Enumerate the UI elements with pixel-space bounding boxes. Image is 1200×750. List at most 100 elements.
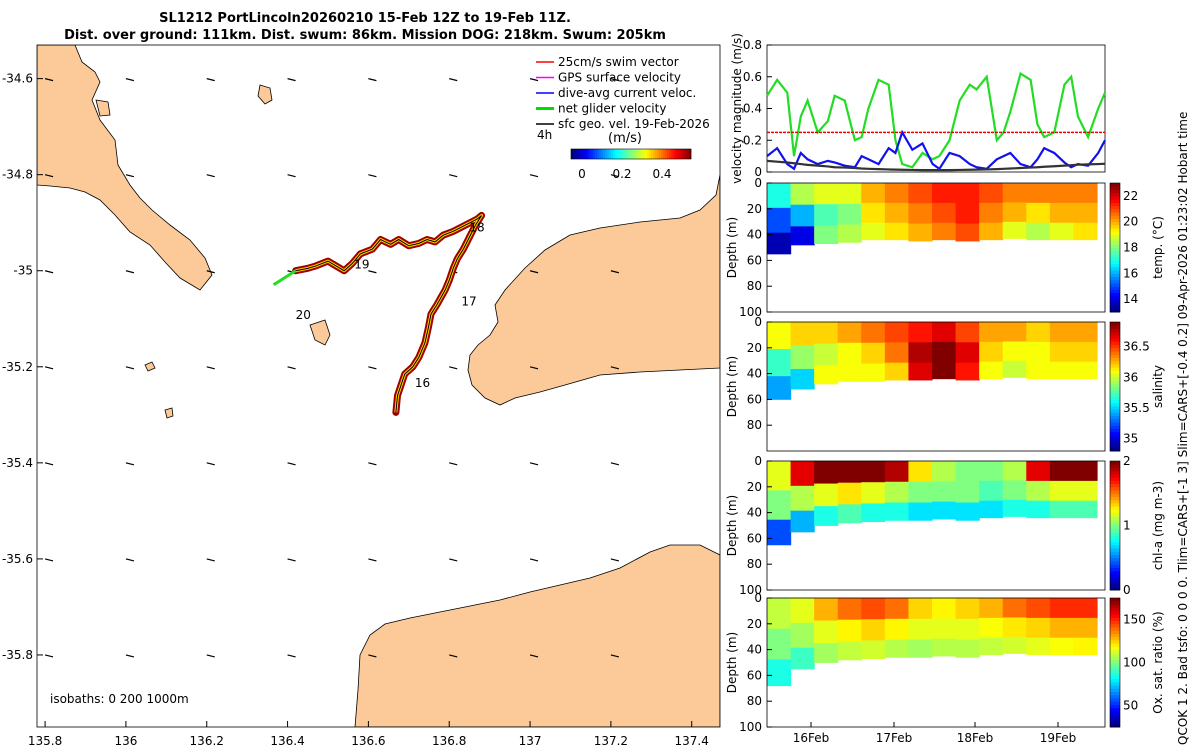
colorbar-cell [1110, 412, 1120, 417]
heatmap-ytick-label: 0 [754, 591, 762, 605]
heatmap-cell [908, 322, 933, 343]
heatmap-cell [932, 341, 957, 363]
colorbar-cell [1110, 598, 1120, 602]
colorbar-cell [1110, 483, 1120, 488]
colorbar-cell [1110, 389, 1120, 394]
map-xtick-label: 137 [519, 734, 542, 748]
colorbar-cell [637, 149, 640, 159]
heatmap-cell [979, 202, 1004, 224]
heatmap-cell [790, 485, 815, 512]
colorbar-cell [1110, 720, 1120, 725]
sfc-geo-arrow [206, 174, 215, 178]
island-1 [309, 319, 331, 346]
heatmap-cell [932, 322, 957, 343]
colorbar-cell [641, 149, 644, 159]
velocity-series-line [766, 71, 1107, 169]
heatmap-ylabel: Depth (m) [725, 217, 739, 278]
heatmap-cell [1002, 322, 1027, 342]
colorbar-cell [1110, 415, 1120, 420]
colorbar-tick-label: 0.4 [652, 167, 671, 181]
colorbar-cell [653, 149, 656, 159]
heatmap-cell [790, 183, 815, 206]
colorbar-cell [1110, 373, 1120, 378]
colorbar-cell [575, 149, 578, 159]
sfc-geo-arrow [529, 174, 539, 178]
sfc-geo-arrow [529, 462, 539, 466]
colorbar-cell [1110, 701, 1120, 705]
heatmap-ytick-label: 0 [754, 315, 762, 329]
colorbar-cell [1110, 438, 1120, 442]
colorbar-cell [1110, 551, 1120, 556]
heatmap-cell [1049, 598, 1075, 619]
sfc-geo-arrow [287, 366, 296, 370]
colorbar-cell [607, 149, 610, 159]
colorbar-cell [1110, 231, 1120, 236]
heatmap-cell [767, 183, 792, 209]
colorbar-cell [1110, 199, 1120, 203]
colorbar-cell [1110, 617, 1120, 622]
heatmap-cell [790, 322, 815, 346]
heatmap-cell [861, 640, 886, 660]
colorbar-cell [1110, 604, 1120, 609]
colorbar-cell [1110, 354, 1120, 358]
heatmap-cell [1073, 361, 1098, 380]
colorbar-cell [593, 149, 596, 159]
colorbar-frame [570, 148, 692, 160]
colorbar-cell [577, 149, 580, 159]
colorbar-cell [1110, 383, 1120, 387]
colorbar-cell [683, 149, 686, 159]
heatmap-cell [861, 503, 886, 523]
colorbar-cell [1110, 279, 1120, 284]
net-velocity-arrow [272, 269, 297, 286]
heatmap-cell [861, 363, 886, 382]
heatmap-cell [955, 322, 980, 343]
colorbar-label: temp. (°C) [1151, 216, 1165, 279]
day-label: 17 [461, 294, 476, 308]
heatmap-ytick-label: 100 [739, 583, 762, 597]
colorbar-cell [657, 149, 660, 159]
colorbar-cell [1110, 444, 1120, 449]
heatmap-cell [908, 639, 933, 658]
colorbar-cell [1110, 564, 1120, 568]
colorbar-cell [1110, 396, 1120, 400]
heatmap-ytick-label: 40 [747, 643, 762, 657]
map-xtick-label: 136.2 [190, 734, 224, 748]
colorbar-tick-label: 35.5 [1123, 401, 1150, 415]
sfc-geo-velocity-arrows [44, 78, 620, 658]
heatmap-cell [1049, 183, 1075, 204]
colorbar-cell [1110, 418, 1120, 423]
colorbar-cell [1110, 260, 1120, 265]
heatmap-cell [1002, 636, 1027, 654]
heatmap-cell [884, 202, 910, 224]
colorbar-cell [1110, 509, 1120, 514]
heatmap-cell [884, 322, 910, 343]
heatmap-cell [908, 183, 933, 204]
heatmap-cell [1073, 222, 1098, 241]
colorbar-cell [627, 149, 630, 159]
colorbar-cell [1110, 623, 1120, 628]
heatmap-cell [1026, 461, 1051, 482]
colorbar-cell [1110, 447, 1120, 452]
colorbar-tick-label: 0 [1123, 583, 1131, 597]
heatmap-cell [908, 342, 933, 364]
colorbar-cell [1110, 341, 1120, 346]
colorbar-cell [599, 149, 602, 159]
heatmap-ytick-label: 80 [747, 694, 762, 708]
colorbar-cell [1110, 325, 1120, 329]
island-2 [144, 361, 156, 372]
heatmap-cell [955, 223, 980, 242]
colorbar-tick-label: 0 [578, 167, 586, 181]
heatmap-cell [955, 618, 980, 640]
colorbar-cell [1110, 522, 1120, 526]
colorbar-cell [1110, 399, 1120, 404]
heatmap-cell [932, 461, 957, 482]
heatmap-cell [979, 480, 1004, 502]
heatmap-panel-temp: 0 20 40 60 80 100 Depth (m) 14 16 18 20 22 temp. (°C… [725, 176, 1165, 319]
velocity-series-line [766, 159, 1106, 172]
colorbar-cell [677, 149, 680, 159]
map-ytick-label: -34.8 [2, 168, 33, 182]
heatmap-cell [908, 203, 933, 225]
colorbar-cell [1110, 528, 1120, 533]
colorbar-cell [1110, 577, 1120, 581]
colorbar-cell [621, 149, 624, 159]
